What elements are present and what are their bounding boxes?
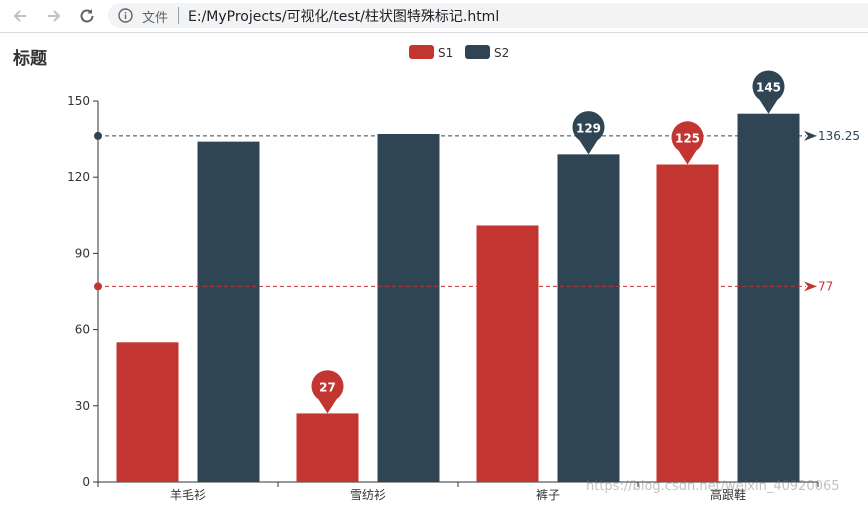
mark-point-pin-s2 (572, 111, 605, 155)
legend-swatch-s1 (409, 45, 434, 59)
bar-s1 (656, 164, 719, 482)
bar-chart: S1 S2 0 30 60 90 120 150 羊毛衫 雪纺衫 裤子 高跟鞋 77 136.25 27 12… (67, 45, 860, 502)
watermark-text: https://blog.csdn.net/weixin_40920065 (586, 479, 840, 494)
mark-point-pin-s1 (671, 121, 704, 165)
mark-line-arrow-s1 (804, 281, 817, 292)
info-icon[interactable] (118, 8, 133, 23)
forward-arrow-icon (48, 10, 61, 22)
back-button[interactable] (8, 4, 32, 28)
browser-toolbar: 文件 E:/MyProjects/可视化/test/柱状图特殊标记.html (0, 0, 868, 33)
mark-point-label: 129 (576, 121, 601, 135)
chart-title: 标题 (13, 49, 47, 69)
address-url[interactable]: E:/MyProjects/可视化/test/柱状图特殊标记.html (188, 9, 500, 25)
mark-line-label-s2: 136.25 (818, 129, 860, 143)
bar-s2 (557, 154, 620, 482)
address-separator (178, 7, 179, 24)
y-tick-label: 150 (67, 94, 90, 108)
bar-s1 (296, 413, 359, 482)
x-tick-label: 羊毛衫 (170, 487, 206, 502)
legend-label-s2: S2 (494, 46, 509, 60)
reload-button[interactable] (75, 4, 99, 28)
legend-swatch-s2 (465, 45, 490, 59)
y-tick-label: 0 (82, 475, 90, 489)
y-tick-label: 60 (75, 323, 90, 337)
reload-icon (80, 9, 94, 23)
x-tick-label: 裤子 (536, 488, 560, 502)
address-bar[interactable]: 文件 E:/MyProjects/可视化/test/柱状图特殊标记.html (108, 3, 868, 28)
address-scheme-label: 文件 (142, 11, 169, 26)
bar-s2 (197, 141, 260, 482)
mark-point-label: 27 (319, 380, 336, 394)
y-tick-label: 30 (75, 399, 90, 413)
bar-s2 (737, 113, 800, 482)
mark-line-label-s1: 77 (818, 279, 833, 293)
y-tick-label: 120 (67, 170, 90, 184)
mark-point-pin-s1 (311, 370, 344, 414)
legend-label-s1: S1 (438, 46, 453, 60)
forward-button[interactable] (42, 4, 66, 28)
bar-s1 (476, 225, 539, 482)
mark-point-pin-s2 (752, 70, 785, 114)
y-tick-label: 90 (75, 246, 90, 260)
mark-line-arrow-s2 (804, 130, 817, 141)
x-tick-label: 雪纺衫 (350, 488, 386, 502)
mark-point-label: 125 (675, 132, 700, 146)
mark-point-label: 145 (756, 81, 781, 95)
bar-s1 (116, 342, 179, 482)
back-arrow-icon (13, 10, 26, 22)
x-tick-label: 高跟鞋 (710, 487, 746, 502)
bar-s2 (377, 134, 440, 482)
